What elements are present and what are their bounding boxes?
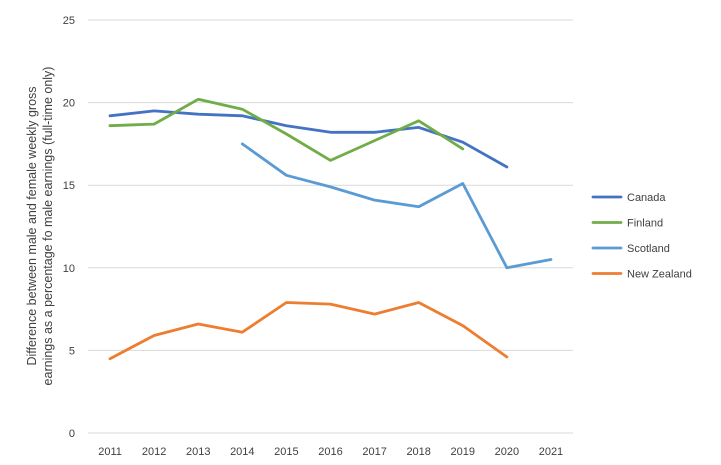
x-tick-label: 2014 — [230, 446, 254, 458]
x-tick-label: 2021 — [539, 446, 563, 458]
x-tick-label: 2019 — [451, 446, 475, 458]
series-lines — [108, 97, 553, 361]
legend-label-new-zealand: New Zealand — [627, 269, 692, 281]
x-tick-label: 2015 — [274, 446, 298, 458]
legend-label-canada: Canada — [627, 192, 666, 204]
y-axis-title-line-1: Difference between male and female weekl… — [25, 86, 39, 365]
y-tick-label: 25 — [63, 15, 75, 27]
y-tick-label: 10 — [63, 263, 75, 275]
x-tick-label: 2012 — [142, 446, 166, 458]
legend-label-finland: Finland — [627, 218, 663, 230]
x-tick-label: 2018 — [406, 446, 430, 458]
series-line-scotland — [240, 142, 553, 270]
y-tick-label: 0 — [69, 428, 75, 440]
x-tick-label: 2016 — [318, 446, 342, 458]
legend-label-scotland: Scotland — [627, 243, 670, 255]
y-axis-title-line-2: earnings as a percentage fo male earning… — [41, 67, 55, 386]
gridlines — [88, 19, 573, 434]
series-line-finland — [108, 97, 465, 162]
y-axis-ticks: 0 5 10 15 20 25 — [63, 15, 75, 440]
y-tick-label: 20 — [63, 98, 75, 110]
x-tick-label: 2011 — [98, 446, 122, 458]
x-axis-ticks: 2011 2012 2013 2014 2015 2016 2017 2018 2019 2020… — [98, 446, 563, 458]
x-tick-label: 2013 — [186, 446, 210, 458]
legend: Canada Finland Scotland New Zealand — [591, 192, 692, 281]
y-tick-label: 15 — [63, 180, 75, 192]
x-tick-label: 2020 — [495, 446, 519, 458]
series-line-new-zealand — [108, 301, 509, 361]
y-tick-label: 5 — [69, 345, 75, 357]
x-tick-label: 2017 — [362, 446, 386, 458]
